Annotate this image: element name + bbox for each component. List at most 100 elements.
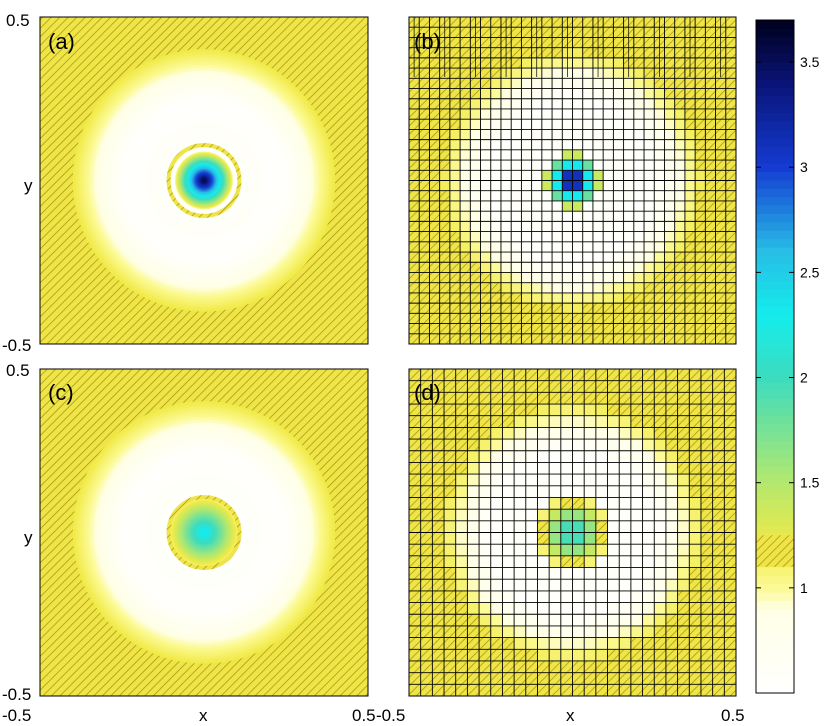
grid-cell [467, 404, 480, 417]
grid-cell [552, 190, 563, 202]
grid-cell [480, 303, 492, 314]
grid-cell [500, 211, 512, 222]
panel-a-label: (a) [48, 29, 75, 54]
grid-cell [444, 684, 457, 696]
panel-b-frame [408, 16, 737, 345]
grid-cell [479, 532, 492, 545]
panel-c-frame [39, 368, 369, 697]
grid-cell [665, 520, 678, 533]
colorbar-band [756, 104, 794, 114]
grid-cell [700, 579, 713, 592]
grid-cell [479, 579, 492, 592]
grid-cell [541, 323, 553, 335]
grid-cell [674, 119, 686, 130]
grid-cell [549, 567, 562, 580]
grid-cell [429, 200, 440, 212]
grid-cell [665, 649, 678, 662]
grid-cell [439, 303, 451, 314]
grid-cell [654, 544, 667, 557]
grid-cell [607, 497, 620, 510]
grid-cell [560, 684, 573, 696]
colorbar-band [756, 415, 794, 425]
grid-cell [572, 590, 585, 603]
grid-cell [541, 211, 553, 222]
grid-cell [562, 241, 573, 253]
grid-cell [525, 462, 538, 475]
grid-cell [613, 262, 624, 273]
grid-cell [674, 57, 686, 69]
grid-cell [449, 231, 461, 243]
grid-cell [521, 88, 532, 100]
grid-cell [665, 579, 678, 592]
grid-cell [623, 292, 635, 304]
panel-c: (c) [39, 368, 369, 697]
grid-cell [654, 211, 665, 222]
grid-cell [560, 474, 573, 487]
grid-cell [705, 119, 716, 130]
colorbar-tick-label: 2.5 [800, 264, 820, 280]
grid-cell [409, 497, 421, 510]
grid-cell [419, 170, 430, 181]
grid-cell [449, 139, 461, 151]
grid-cell [460, 252, 471, 263]
grid-cell [514, 567, 527, 580]
grid-cell [595, 450, 608, 463]
grid-cell [444, 462, 457, 475]
grid-cell [674, 160, 686, 171]
grid-cell [584, 439, 597, 452]
grid-cell [479, 590, 492, 603]
grid-cell [449, 98, 461, 110]
grid-cell [689, 649, 702, 662]
grid-cell [525, 567, 538, 580]
grid-cell [689, 392, 702, 405]
grid-cell [455, 672, 468, 685]
grid-cell [705, 272, 716, 283]
grid-cell [654, 415, 667, 428]
grid-cell [572, 262, 584, 273]
grid-cell [592, 139, 604, 151]
grid-cell [409, 684, 421, 696]
grid-cell [409, 200, 420, 212]
grid-cell [420, 672, 433, 685]
grid-cell [455, 404, 468, 417]
grid-cell [531, 180, 543, 192]
grid-cell [562, 190, 573, 202]
grid-cell [642, 392, 655, 405]
grid-cell [490, 180, 502, 192]
grid-cell [642, 684, 655, 696]
grid-cell [549, 649, 562, 662]
grid-cell [603, 129, 614, 140]
grid-cell [420, 555, 433, 568]
grid-cell [644, 57, 655, 69]
y-axis-label-c: y [24, 528, 33, 547]
grid-cell [470, 170, 481, 181]
grid-cell [654, 567, 667, 580]
grid-cell [712, 392, 725, 405]
grid-cell [500, 303, 512, 314]
colorbar-band [756, 322, 794, 332]
grid-cell [449, 108, 461, 120]
colorbar-band [756, 398, 794, 408]
grid-cell [654, 313, 665, 324]
grid-cell [455, 450, 468, 463]
colorbar-band [756, 314, 794, 324]
grid-cell [689, 555, 702, 568]
grid-cell [449, 252, 461, 263]
grid-cell [480, 37, 492, 48]
grid-cell [500, 160, 512, 171]
grid-cell [429, 262, 440, 273]
grid-cell [467, 660, 480, 673]
grid-cell [409, 129, 420, 140]
grid-cell [409, 231, 420, 243]
grid-cell [630, 497, 643, 510]
grid-cell [695, 129, 706, 140]
grid-cell [607, 450, 620, 463]
grid-cell [420, 544, 433, 557]
grid-cell [490, 190, 502, 202]
grid-cell [479, 544, 492, 557]
grid-cell [619, 380, 632, 393]
grid-cell [695, 333, 706, 344]
grid-cell [552, 221, 563, 232]
grid-cell [511, 241, 522, 253]
grid-cell [552, 78, 563, 89]
